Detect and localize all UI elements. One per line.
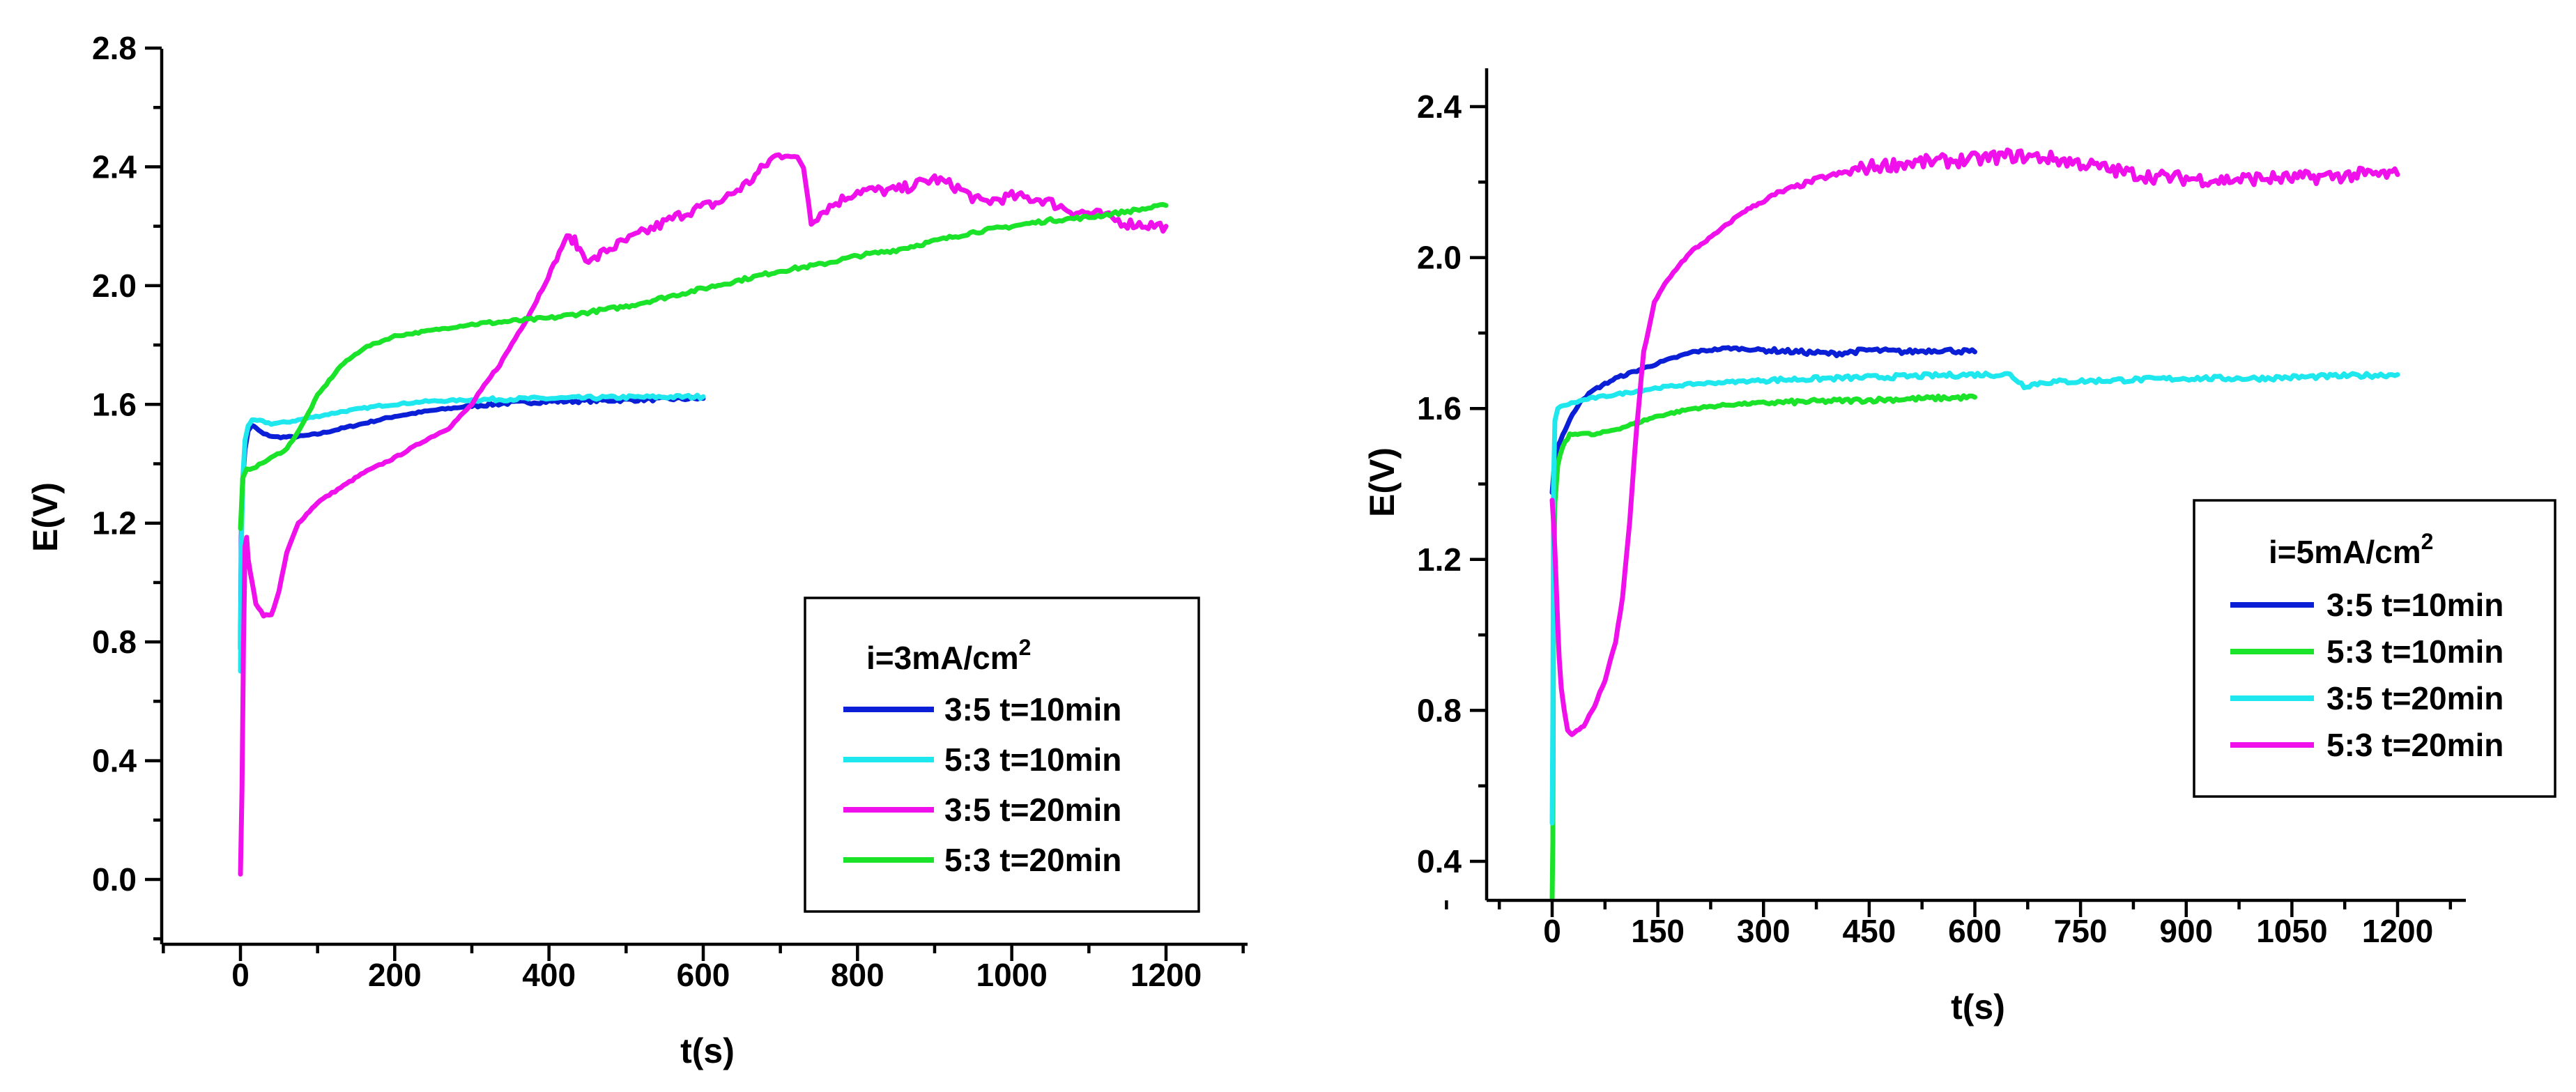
legend-entry: 5:3 t=20min — [2230, 727, 2504, 763]
series-line — [238, 152, 1169, 877]
x-tick-label: 800 — [831, 957, 884, 993]
legend: i=5mA/cm2 3:5 t=10min 5:3 t=10min 3:5 t=… — [2193, 499, 2556, 798]
legend-entry: 5:3 t=20min — [843, 842, 1121, 878]
legend-title: i=3mA/cm2 — [866, 635, 1031, 676]
x-tick-label: 450 — [1843, 913, 1896, 949]
x-tick-label: 300 — [1737, 913, 1791, 949]
legend-title-main: i=5mA/cm — [2269, 534, 2421, 570]
x-tick-label: 400 — [522, 957, 576, 993]
legend-title-sup: 2 — [1019, 635, 1032, 660]
series-line — [1549, 147, 2400, 737]
x-tick-label: 1050 — [2256, 913, 2327, 949]
y-tick-label: 1.2 — [92, 505, 137, 541]
y-axis-ticks: 0.4 0.8 1.2 1.6 2.0 2.4 — [1417, 89, 1487, 879]
series-layer — [1549, 147, 2400, 901]
plot-area: 0.0 0.4 0.8 1.2 1.6 2.0 2.4 2.8 0 200 400 600 800 10… — [92, 30, 1248, 993]
x-tick-label: 1200 — [2362, 913, 2433, 949]
legend-title-main: i=3mA/cm — [866, 640, 1019, 676]
legend-label: 3:5 t=20min — [2326, 680, 2504, 716]
legend-entry: 3:5 t=20min — [843, 792, 1121, 828]
y-tick-label: 2.0 — [92, 268, 137, 304]
x-axis-ticks: 0 150 300 450 600 750 900 1050 1200 — [1445, 900, 2453, 949]
legend-entry: 3:5 t=10min — [843, 691, 1121, 728]
y-tick-label: 0.0 — [92, 861, 137, 898]
series-line — [238, 202, 1169, 531]
chart-5mA: 0.4 0.8 1.2 1.6 2.0 2.4 0 150 300 450 600 750 900 10… — [1363, 68, 2556, 1026]
y-tick-label: 1.6 — [92, 386, 137, 422]
legend: i=3mA/cm2 3:5 t=10min 5:3 t=10min 3:5 t=… — [804, 597, 1200, 913]
legend-label: 3:5 t=10min — [2326, 587, 2504, 623]
x-tick-label: 1200 — [1130, 957, 1202, 993]
legend-label: 3:5 t=20min — [944, 792, 1121, 828]
y-tick-label: 2.4 — [1417, 89, 1462, 125]
x-tick-label: 200 — [368, 957, 422, 993]
series-line — [238, 392, 706, 674]
chart-3mA: 0.0 0.4 0.8 1.2 1.6 2.0 2.4 2.8 0 200 400 600 800 10… — [26, 30, 1248, 1070]
legend-label: 5:3 t=10min — [944, 741, 1121, 778]
y-tick-label: 0.8 — [92, 624, 137, 660]
series-line — [1549, 345, 1977, 495]
x-tick-label: 0 — [1543, 913, 1561, 949]
legend-title-sup: 2 — [2421, 529, 2434, 554]
legend-entry: 3:5 t=20min — [2230, 680, 2504, 716]
plot-area: 0.4 0.8 1.2 1.6 2.0 2.4 0 150 300 450 600 750 900 10… — [1417, 68, 2466, 949]
y-tick-label: 0.4 — [1417, 843, 1462, 879]
legend-label: 5:3 t=20min — [2326, 727, 2504, 763]
legend-label: 5:3 t=10min — [2326, 633, 2504, 670]
legend-entry: 5:3 t=10min — [2230, 633, 2504, 670]
x-axis-title: t(s) — [1951, 987, 2005, 1026]
x-tick-label: 600 — [677, 957, 730, 993]
series-line — [238, 394, 706, 652]
y-tick-label: 1.6 — [1417, 390, 1462, 426]
x-axis-title: t(s) — [680, 1031, 735, 1070]
series-line — [1549, 393, 1977, 901]
legend-entry: 5:3 t=10min — [843, 741, 1121, 778]
x-tick-label: 0 — [231, 957, 250, 993]
x-tick-label: 900 — [2159, 913, 2213, 949]
x-axis-ticks: 0 200 400 600 800 1000 1200 — [162, 944, 1245, 993]
x-tick-label: 150 — [1631, 913, 1685, 949]
legend-label: 3:5 t=10min — [944, 691, 1121, 728]
y-tick-label: 0.8 — [1417, 692, 1462, 728]
series-layer — [238, 152, 1169, 877]
y-tick-label: 2.4 — [92, 148, 137, 185]
y-tick-label: 2.0 — [1417, 240, 1462, 276]
x-tick-label: 600 — [1948, 913, 2002, 949]
series-line — [1549, 370, 2400, 826]
y-axis-title: E(V) — [1363, 447, 1402, 517]
x-tick-label: 750 — [2054, 913, 2108, 949]
y-tick-label: 2.8 — [92, 30, 137, 66]
legend-title: i=5mA/cm2 — [2269, 529, 2433, 570]
legend-label: 5:3 t=20min — [944, 842, 1121, 878]
y-tick-label: 0.4 — [92, 743, 137, 779]
legend-entry: 3:5 t=10min — [2230, 587, 2504, 623]
x-tick-label: 1000 — [976, 957, 1047, 993]
y-axis-ticks: 0.0 0.4 0.8 1.2 1.6 2.0 2.4 2.8 — [92, 30, 162, 941]
y-axis-title: E(V) — [26, 482, 65, 552]
y-tick-label: 1.2 — [1417, 541, 1462, 578]
